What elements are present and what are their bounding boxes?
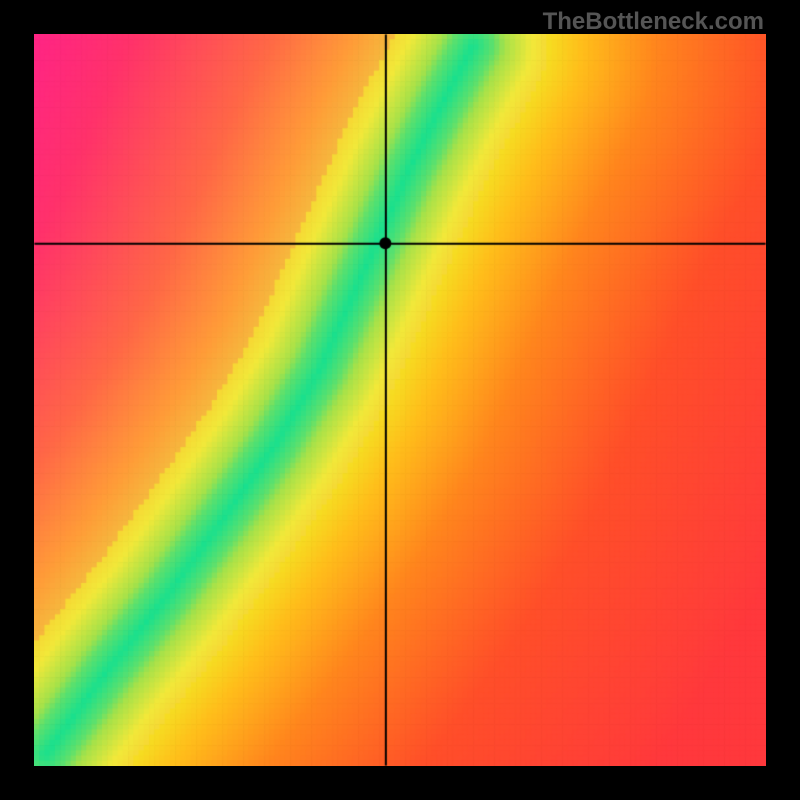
watermark-text: TheBottleneck.com: [543, 8, 764, 36]
figure-container: TheBottleneck.com: [0, 0, 800, 800]
bottleneck-heatmap: [34, 34, 766, 766]
